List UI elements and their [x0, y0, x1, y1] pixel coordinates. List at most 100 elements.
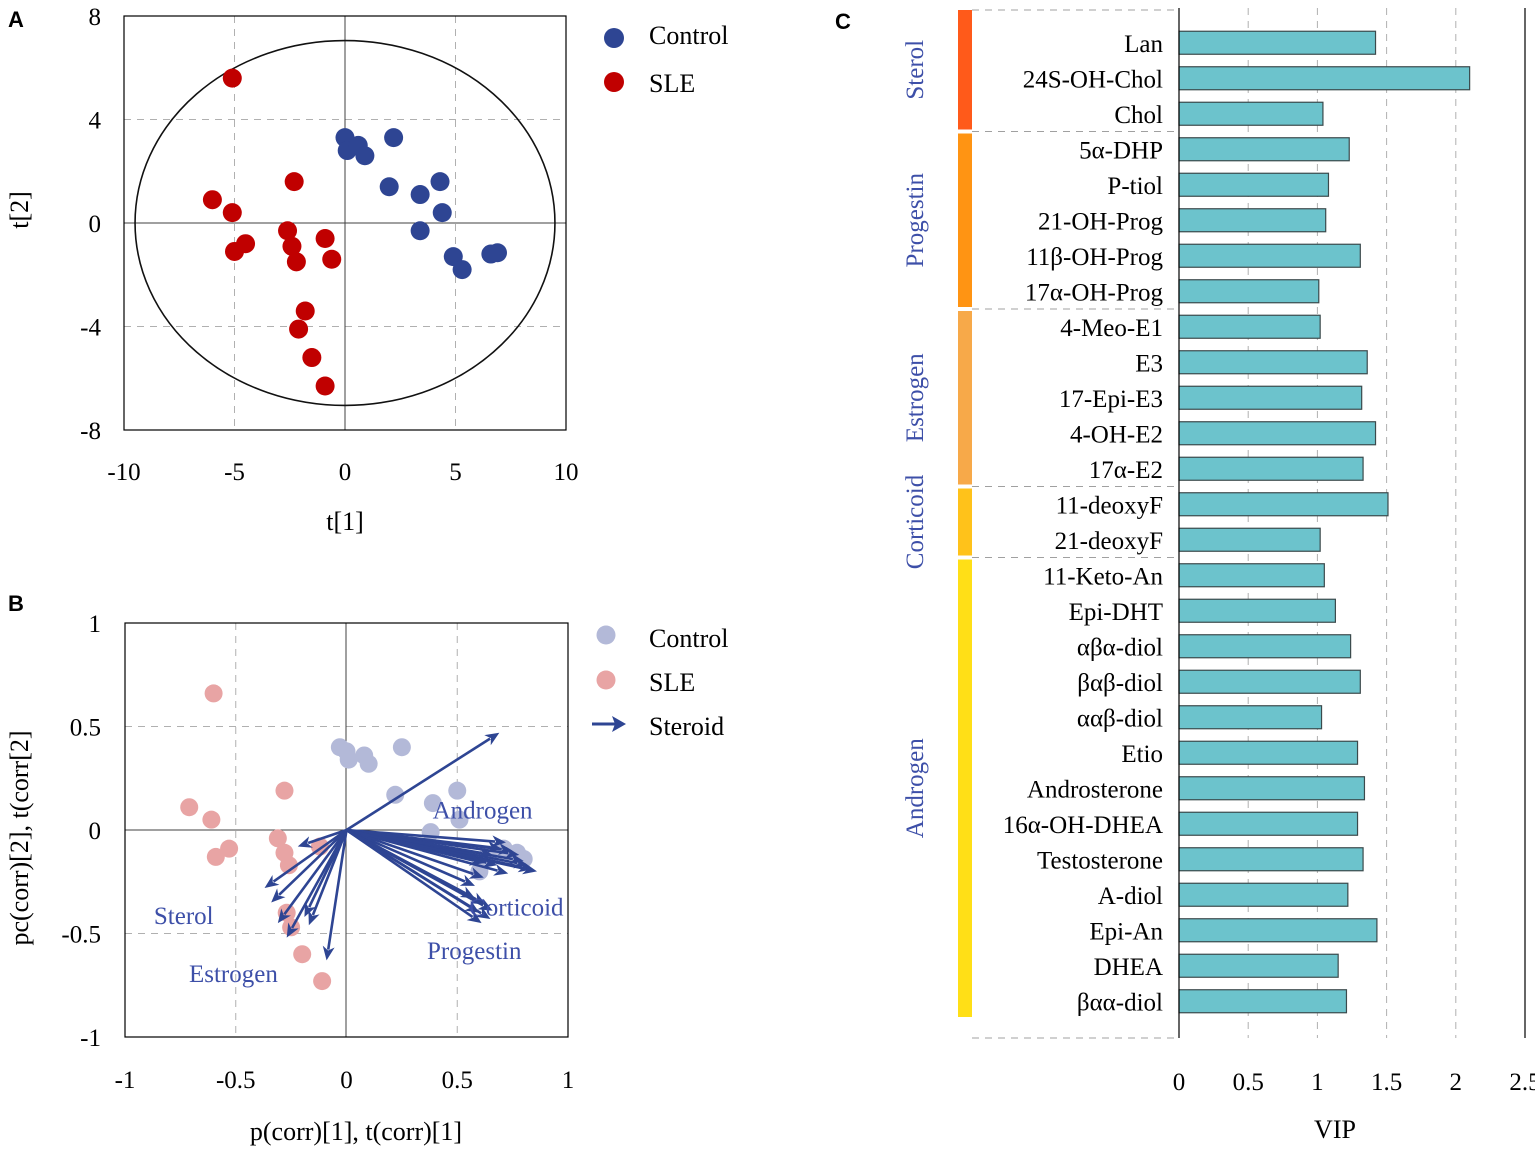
panel-b-point-control	[448, 781, 467, 800]
panel-c-category-label: P-tiol	[1107, 173, 1163, 200]
panel-b-point-control	[450, 810, 469, 829]
panel-label-c: C	[835, 9, 851, 34]
panel-b-arrow-sterol	[271, 829, 348, 903]
panel-a-point-control	[379, 177, 399, 197]
panel-label-a: A	[8, 7, 24, 32]
panel-c-bar-testosterone	[1178, 847, 1364, 872]
panel-b-y-ticks: 1 0.5 0 -0.5 -1	[61, 611, 101, 1052]
panel-c-category-label: Lan	[1124, 31, 1163, 58]
panel-c-bar-4-meo-e1	[1178, 314, 1321, 339]
panel-c-bar-e3	[1178, 350, 1368, 375]
panel-c-category-label: 11-Keto-An	[1043, 563, 1163, 590]
panel-b-label-sterol: Sterol	[154, 903, 214, 930]
panel-c-vip-bar-chart: Sterol Progestin Estrogen Corticoid Androgen…	[902, 8, 1535, 1144]
panel-a-point-sle	[302, 348, 322, 368]
panel-b-legend-steroid-label: Steroid	[649, 712, 724, 741]
panel-a-point-sle	[278, 221, 298, 241]
panel-c-bar-etio	[1178, 740, 1359, 765]
panel-c-bar-diol	[1178, 705, 1323, 730]
panel-c-category-label: 17-Epi-E3	[1059, 386, 1163, 413]
panel-a-y-tick-label: -8	[80, 418, 101, 445]
panel-c-category-label: DHEA	[1094, 954, 1163, 981]
panel-a-point-sle	[286, 252, 306, 272]
panel-b-point-sle	[313, 972, 332, 991]
panel-b-legend-sle-marker	[596, 670, 616, 690]
panel-c-bar-5-dhp	[1178, 137, 1350, 162]
panel-b-legend-control-label: Control	[649, 624, 728, 653]
panel-c-bar-diol	[1178, 989, 1348, 1014]
panel-b-x-tick-label: 0	[340, 1067, 353, 1094]
panel-c-category-label: Epi-DHT	[1069, 599, 1163, 626]
panel-c-bar-24s-oh-chol	[1178, 66, 1471, 91]
panel-a-point-control	[355, 146, 375, 166]
panel-a-point-control	[410, 221, 430, 241]
panel-a-point-sle	[289, 319, 309, 339]
panel-b-point-sle	[180, 798, 199, 817]
panel-b-x-tick-label: 1	[562, 1067, 575, 1094]
panel-c-category-label: 21-OH-Prog	[1038, 208, 1163, 235]
panel-b-point-sle	[275, 781, 294, 800]
panel-a-y-ticks: 8 4 0 -4 -8	[80, 4, 101, 445]
panel-b-arrow-estrogen	[322, 829, 348, 961]
panel-b-label-androgen: Androgen	[433, 797, 533, 824]
panel-a-point-control	[432, 203, 452, 223]
panel-c-bar-p-tiol	[1178, 172, 1330, 197]
panel-b-arrow-androgen	[345, 732, 500, 832]
panel-a-x-tick-label: -5	[224, 459, 245, 486]
panel-a-points	[202, 68, 507, 396]
panel-b-y-tick-label: 1	[89, 611, 102, 638]
panel-c-group-bar-sterol	[958, 10, 972, 130]
panel-b-point-control	[359, 754, 378, 773]
panel-c-bar-17-oh-prog	[1178, 279, 1320, 304]
panel-c-bar-a-diol	[1178, 882, 1349, 907]
panel-b-x-tick-label: -1	[115, 1067, 136, 1094]
panel-a-x-tick-label: 10	[554, 459, 579, 486]
panel-c-group-label-sterol: Sterol	[902, 40, 929, 100]
panel-c-bar-diol	[1178, 634, 1352, 659]
panel-a-y-tick-label: 8	[89, 4, 102, 31]
panel-a-x-tick-label: 0	[339, 459, 352, 486]
panel-c-group-color-bars	[958, 10, 972, 1017]
panel-c-x-tick-label: 0	[1173, 1069, 1186, 1096]
panel-c-bar-4-oh-e2	[1178, 421, 1377, 446]
panel-c-x-tick-label: 1	[1311, 1069, 1324, 1096]
panel-label-b: B	[8, 591, 24, 616]
panel-a-point-sle	[322, 249, 342, 269]
panel-c-x-tick-label: 0.5	[1233, 1069, 1264, 1096]
panel-c-group-separators	[972, 9, 1179, 1039]
panel-c-bar-dhea	[1178, 953, 1339, 978]
panel-c-category-labels: Lan 24S-OH-Chol Chol 5α-DHP P-tiol 21-OH-Prog…	[1003, 31, 1164, 1017]
panel-b-point-control	[339, 750, 358, 769]
panel-c-category-label: βαβ-diol	[1077, 670, 1163, 697]
panel-a-point-control	[410, 185, 430, 205]
panel-c-group-label-estrogen: Estrogen	[902, 353, 929, 442]
panel-b-y-tick-label: 0.5	[70, 715, 101, 742]
panel-c-category-label: 17α-E2	[1089, 457, 1163, 484]
panel-b-y-label: pc(corr)[2], t(corr[2]	[5, 730, 34, 945]
panel-b-point-sle	[206, 847, 225, 866]
panel-b-legend-control-marker	[596, 625, 616, 645]
panel-b-legend-arrow-marker	[592, 716, 626, 732]
panel-b-label-corticoid: Corticoid	[469, 895, 564, 922]
panel-c-category-label: ααβ-diol	[1077, 705, 1163, 732]
panel-b-point-sle	[204, 684, 223, 703]
panel-a-frame	[123, 15, 567, 431]
panel-a-point-control	[487, 243, 507, 263]
panel-b-x-ticks: -1 -0.5 0 0.5 1	[115, 1067, 575, 1094]
panel-b-biplot: Androgen Corticoid Progestin Sterol Estrogen…	[5, 611, 728, 1146]
panel-c-bar-21-deoxyf	[1178, 527, 1321, 552]
panel-a-x-tick-label: -10	[107, 459, 140, 486]
panel-c-category-label: 21-deoxyF	[1055, 528, 1163, 555]
panel-b-point-sle	[268, 829, 287, 848]
panel-a-point-sle	[236, 234, 256, 254]
panel-c-bar-chol	[1178, 101, 1324, 126]
panel-c-bar-diol	[1178, 669, 1361, 694]
panel-c-group-bar-estrogen	[958, 311, 972, 485]
panel-a-point-sle	[282, 236, 302, 256]
panel-c-bar-11-oh-prog	[1178, 243, 1361, 268]
panel-c-x-ticks: 0 0.5 1 1.5 2 2.5	[1173, 1069, 1535, 1096]
panel-c-x-tick-label: 1.5	[1371, 1069, 1402, 1096]
panel-c-category-label: Chol	[1114, 102, 1163, 129]
panel-c-bar-epi-an	[1178, 918, 1378, 943]
